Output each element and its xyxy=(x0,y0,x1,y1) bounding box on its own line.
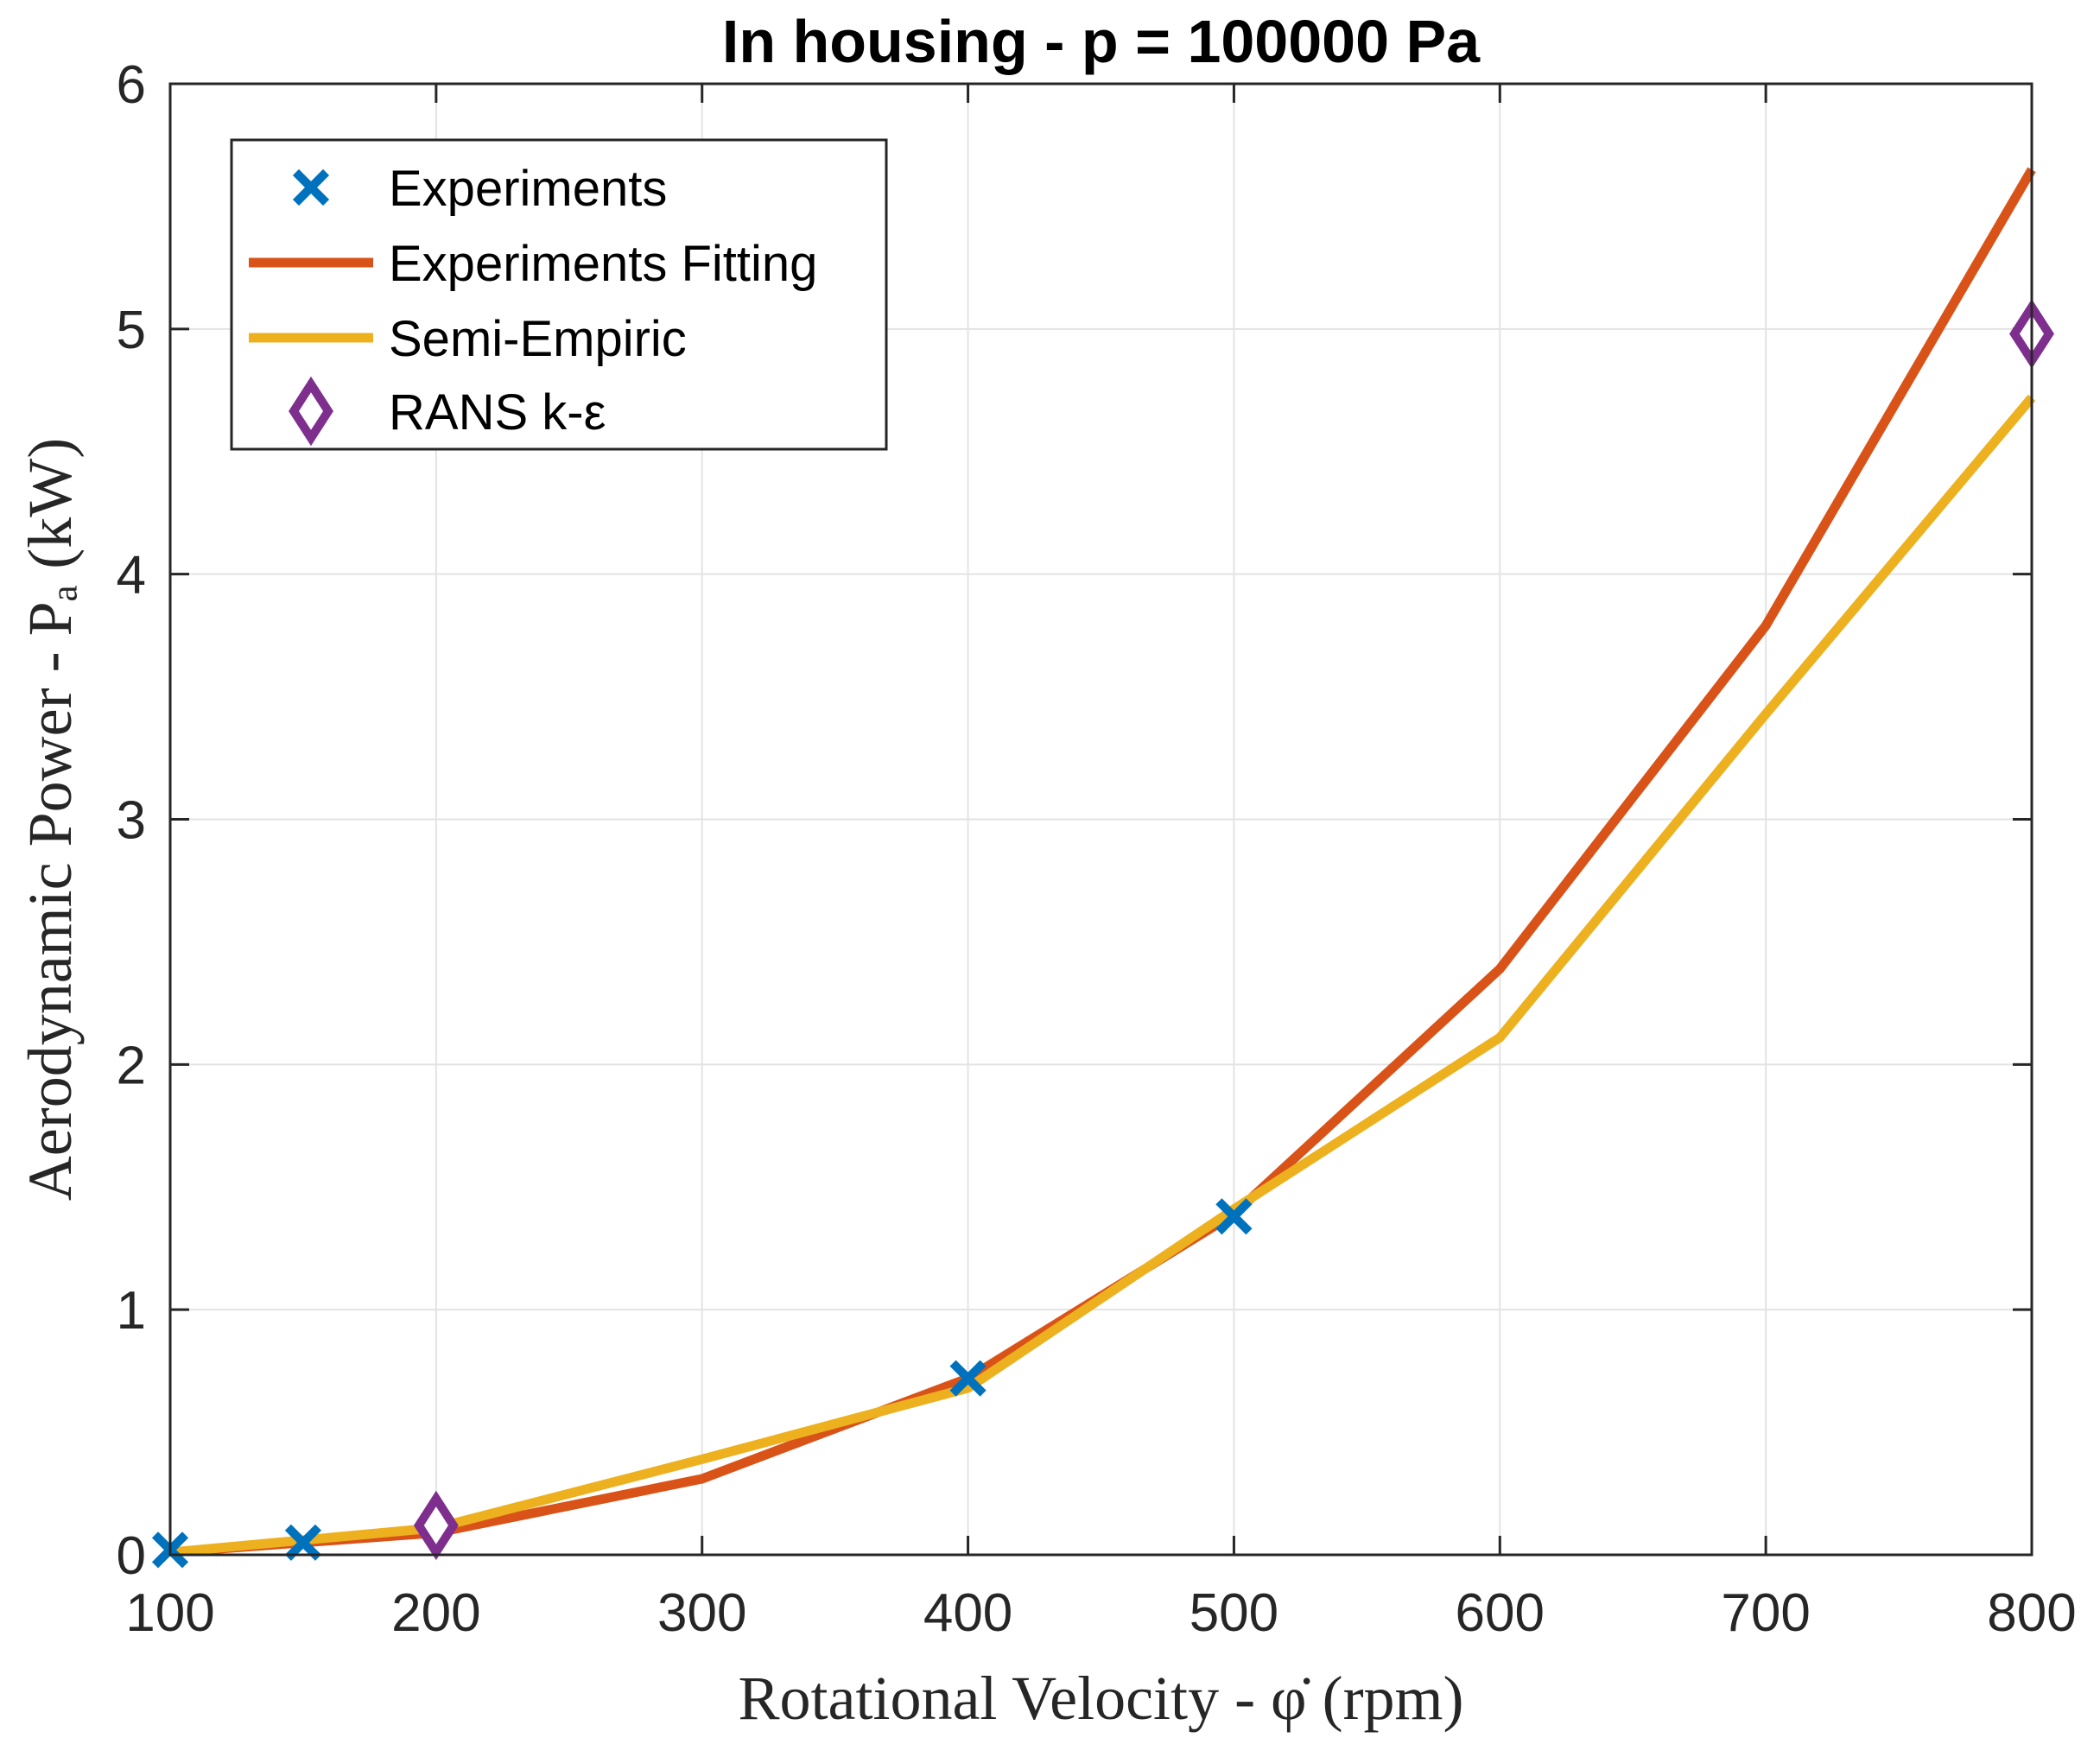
x-marker-stroke xyxy=(949,1360,987,1397)
legend-entry-label: Semi-Empiric xyxy=(389,311,687,367)
x-axis-label: Rotational Velocity - φ̇ (rpm) xyxy=(738,1664,1463,1733)
x-marker-stroke xyxy=(284,1524,321,1561)
legend-box xyxy=(230,138,888,451)
y-tick-label: 0 xyxy=(117,1526,146,1586)
y-tick-label: 2 xyxy=(117,1036,146,1095)
x-tick-label: 800 xyxy=(1987,1583,2076,1643)
x-tick-label: 400 xyxy=(923,1583,1012,1643)
x-tick-label: 200 xyxy=(391,1583,480,1643)
legend-x-marker xyxy=(292,168,330,206)
y-tick-label: 3 xyxy=(117,791,146,851)
x-tick-label: 600 xyxy=(1456,1583,1545,1643)
x-tick-label: 500 xyxy=(1190,1583,1278,1643)
legend-entry-label: RANS k-ε xyxy=(389,384,606,441)
y-tick-label: 6 xyxy=(117,55,146,115)
rans-point xyxy=(413,1490,459,1561)
axes-frame xyxy=(168,82,2033,1557)
y-tick-label: 5 xyxy=(117,301,146,360)
legend: Experiments Experiments Fitting Semi-Empir… xyxy=(230,138,888,451)
y-tick-label: 1 xyxy=(117,1281,146,1341)
x-tick-label: 300 xyxy=(657,1583,746,1643)
x-marker-stroke xyxy=(292,168,330,206)
legend-diamond-marker xyxy=(289,376,333,447)
experiments-point xyxy=(949,1360,987,1397)
x-tick-label: 100 xyxy=(125,1583,214,1643)
tick-labels: 100 200 300 400 500 600 700 800 0 1 2 3 4 5 6 xyxy=(117,55,2077,1643)
experiments-point xyxy=(284,1524,321,1561)
x-tick-label: 700 xyxy=(1721,1583,1810,1643)
y-tick-label: 4 xyxy=(117,546,146,606)
series-layer xyxy=(151,167,2054,1569)
x-marker-stroke xyxy=(1215,1198,1253,1235)
y-axis-label: Aerodynamic Power - Pₐ (kW) xyxy=(16,438,85,1201)
legend-entry-label: Experiments Fitting xyxy=(389,236,817,292)
chart-title: In housing - p = 100000 Pa xyxy=(722,8,1481,75)
series-line-semi-empiric xyxy=(169,394,2036,1557)
experiments-point xyxy=(1215,1198,1253,1235)
legend-entry-label: Experiments xyxy=(389,161,667,217)
